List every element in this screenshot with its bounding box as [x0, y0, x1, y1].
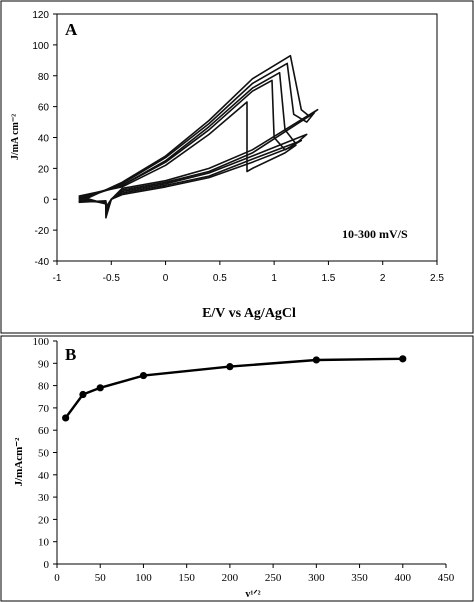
chart-b-x-tick-label: 150 [178, 572, 195, 584]
chart-b-x-tick-label: 450 [438, 572, 455, 584]
chart-b-y-tick-label: 60 [38, 425, 50, 437]
chart-b-xlabel: v¹ᐟ² [245, 589, 260, 600]
chart-a-x-tick-label: -0.5 [103, 273, 121, 284]
chart-b-x-tick-label: 200 [222, 572, 239, 584]
chart-a-annotation: 10-300 mV/S [342, 227, 408, 241]
chart-b-y-tick-label: 90 [38, 358, 50, 370]
chart-a-xlabel: E/V vs Ag/AgCl [202, 306, 296, 321]
chart-b-y-tick-label: 50 [38, 448, 50, 460]
chart-b-data-point [312, 356, 320, 364]
chart-a-x-tick-label: -1 [53, 273, 62, 284]
chart-b-y-tick-label: 20 [38, 514, 50, 526]
chart-b-y-tick-label: 70 [38, 403, 50, 415]
chart-b-outer-frame [0, 335, 474, 602]
chart-a-panel-label: A [65, 20, 78, 39]
chart-b-panel-label: B [65, 345, 76, 364]
chart-b-x-tick-label: 100 [135, 572, 152, 584]
chart-b-data-point [79, 390, 87, 399]
chart-b-y-tick-label: 40 [38, 470, 50, 482]
chart-b-y-tick-label: 0 [44, 559, 50, 571]
chart-b-x-tick-label: 250 [265, 572, 282, 584]
chart-b-y-tick-label: 100 [33, 336, 50, 348]
chart-b-data-point [62, 414, 70, 422]
chart-a-y-tick-label: -20 [35, 226, 50, 237]
chart-b-y-tick-label: 30 [38, 492, 50, 504]
chart-b-data-point [96, 384, 104, 392]
chart-a: A 10-300 mV/S E/V vs Ag/AgCl J/mA cm⁻² -… [0, 0, 474, 334]
chart-b-x-tick-label: 350 [351, 572, 368, 584]
chart-a-y-tick-label: 20 [38, 164, 50, 175]
chart-b-ylabel: J/mAcm⁻² [13, 437, 25, 487]
chart-b-data-point [226, 363, 234, 371]
chart-a-x-tick-label: 2.5 [430, 273, 444, 284]
chart-a-x-tick-label: 2 [380, 273, 386, 284]
chart-b-x-tick-label: 0 [54, 572, 60, 584]
chart-b-x-tick-label: 300 [308, 572, 325, 584]
chart-b-series-line [64, 357, 403, 419]
chart-a-y-tick-label: 100 [32, 41, 49, 52]
chart-a-x-tick-label: 1 [271, 273, 277, 284]
chart-b-y-tick-label: 80 [38, 381, 50, 393]
chart-b-data-point [139, 371, 148, 380]
chart-a-y-tick-label: -40 [35, 257, 50, 268]
chart-b: B v¹ᐟ² J/mAcm⁻² 0 50 100 150 200 250 300 350 400… [0, 335, 474, 602]
chart-a-x-tick-label: 0.5 [213, 273, 227, 284]
chart-a-y-tick-label: 40 [38, 134, 50, 145]
chart-a-y-tick-label: 120 [32, 10, 49, 21]
chart-a-x-tick-label: 0 [163, 273, 169, 284]
chart-a-cv-curve-5 [78, 54, 319, 208]
chart-a-y-tick-label: 0 [43, 195, 49, 206]
chart-b-x-tick-label: 50 [95, 572, 107, 584]
chart-a-y-tick-label: 60 [38, 103, 50, 114]
chart-a-x-tick-label: 1.5 [321, 273, 335, 284]
chart-a-ylabel: J/mA cm⁻² [10, 114, 21, 160]
chart-b-x-tick-label: 400 [395, 572, 412, 584]
chart-a-y-tick-label: 80 [38, 72, 50, 83]
chart-b-y-tick-label: 10 [38, 537, 50, 549]
chart-b-data-point [399, 355, 407, 363]
chart-a-outer-frame [0, 0, 474, 334]
